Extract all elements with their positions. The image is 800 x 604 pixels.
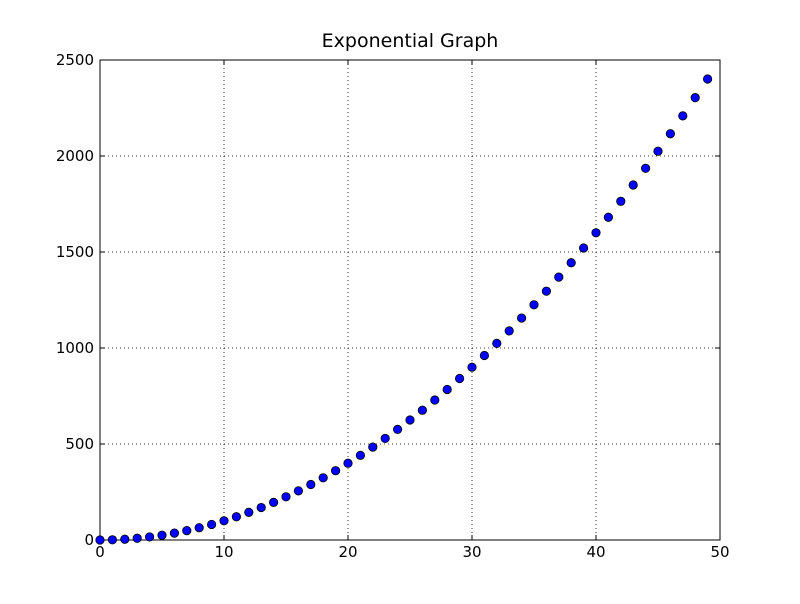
- data-point: [492, 338, 502, 348]
- axes-border: [99, 59, 721, 541]
- data-point: [194, 523, 204, 533]
- x-tick-label: 20: [338, 543, 357, 561]
- data-point: [442, 384, 452, 395]
- data-point: [392, 424, 403, 435]
- grid-lines: [100, 60, 720, 540]
- data-point: [306, 479, 316, 490]
- data-point: [554, 272, 564, 282]
- data-point: [318, 473, 328, 483]
- data-point: [479, 350, 489, 361]
- data-point: [355, 450, 365, 460]
- data-point: [120, 534, 130, 544]
- data-point: [330, 466, 341, 476]
- data-point: [95, 535, 105, 545]
- data-point: [529, 300, 539, 310]
- data-point: [591, 228, 601, 238]
- x-tick-label: 0: [95, 543, 105, 561]
- data-point: [578, 243, 589, 253]
- x-tick-label: 50: [710, 543, 729, 561]
- y-tick-label: 2000: [56, 147, 94, 165]
- y-tick-label: 500: [65, 435, 94, 453]
- chart-title: Exponential Graph: [321, 30, 499, 52]
- axes-frame: [99, 59, 721, 541]
- y-tick-label: 2500: [56, 51, 94, 69]
- data-point: [281, 492, 291, 502]
- data-point: [417, 405, 427, 415]
- x-tick-label: 30: [462, 543, 481, 561]
- data-point: [678, 111, 688, 121]
- data-point: [504, 326, 514, 336]
- y-tick-label: 1500: [56, 243, 94, 261]
- data-point: [430, 395, 440, 405]
- data-point: [368, 442, 378, 452]
- data-point: [207, 519, 217, 530]
- x-tick-label: 40: [586, 543, 605, 561]
- data-point: [293, 486, 303, 496]
- data-point: [405, 415, 415, 425]
- data-point: [566, 258, 576, 268]
- data-point: [182, 525, 192, 536]
- data-point: [157, 530, 167, 540]
- data-point: [628, 180, 638, 190]
- y-tick-label: 0: [84, 531, 94, 549]
- data-point: [343, 458, 353, 468]
- data-points: [95, 74, 713, 545]
- data-point: [702, 74, 713, 84]
- data-point: [268, 497, 279, 507]
- data-point: [640, 163, 651, 173]
- data-point: [653, 146, 663, 156]
- y-tick-label: 1000: [56, 339, 94, 357]
- data-point: [256, 502, 266, 513]
- data-point: [145, 532, 155, 542]
- data-point: [219, 516, 229, 526]
- data-point: [541, 286, 552, 296]
- data-point: [467, 362, 477, 372]
- data-point: [690, 93, 700, 103]
- data-point: [380, 433, 390, 444]
- data-point: [454, 373, 465, 384]
- data-point: [132, 533, 142, 543]
- data-point: [616, 196, 626, 206]
- data-point: [169, 528, 179, 538]
- data-point: [231, 512, 241, 522]
- data-point: [107, 535, 118, 545]
- data-point: [665, 129, 676, 139]
- x-tick-label: 10: [214, 543, 233, 561]
- data-point: [603, 212, 614, 222]
- data-point: [244, 507, 254, 517]
- data-point: [516, 313, 527, 323]
